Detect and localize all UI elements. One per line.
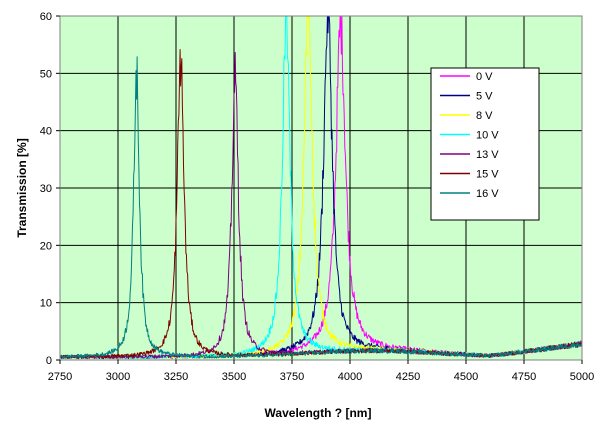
y-tick-label: 30	[40, 183, 52, 195]
legend-label: 5 V	[476, 91, 493, 103]
x-tick-label: 4000	[338, 371, 362, 383]
legend-label: 10 V	[476, 130, 499, 142]
y-tick-label: 40	[40, 126, 52, 138]
series-line-16-v	[59, 56, 583, 359]
axis-ticks: 2750 3000 3250 3500 3750 4000 4250 4500 4750 5000…	[40, 11, 594, 383]
legend-label: 13 V	[476, 149, 499, 161]
legend-label: 15 V	[476, 169, 499, 181]
x-tick-label: 4750	[512, 371, 536, 383]
x-tick-label: 2750	[48, 371, 72, 383]
legend-box	[430, 67, 540, 221]
y-tick-label: 20	[40, 240, 52, 252]
legend-label: 0 V	[476, 71, 493, 83]
x-tick-label: 4250	[396, 371, 420, 383]
x-axis-title: Wavelength ? [nm]	[265, 406, 372, 420]
legend-label: 16 V	[476, 188, 499, 200]
y-axis-title: Transmission [%]	[15, 138, 29, 237]
legend: 0 V 5 V 8 V 10 V 13 V 15 V 16 V	[430, 67, 540, 221]
x-tick-label: 3250	[164, 371, 188, 383]
legend-label: 8 V	[476, 110, 493, 122]
series-line-13-v	[59, 52, 583, 360]
x-tick-label: 3500	[222, 371, 246, 383]
y-tick-label: 10	[40, 298, 52, 310]
x-tick-label: 3000	[106, 371, 130, 383]
x-tick-label: 5000	[570, 371, 594, 383]
x-tick-label: 4500	[454, 371, 478, 383]
y-tick-label: 60	[40, 11, 52, 23]
series-lines	[59, 15, 583, 360]
y-tick-label: 0	[46, 355, 52, 367]
x-tick-label: 3750	[280, 371, 304, 383]
y-tick-label: 50	[40, 68, 52, 80]
